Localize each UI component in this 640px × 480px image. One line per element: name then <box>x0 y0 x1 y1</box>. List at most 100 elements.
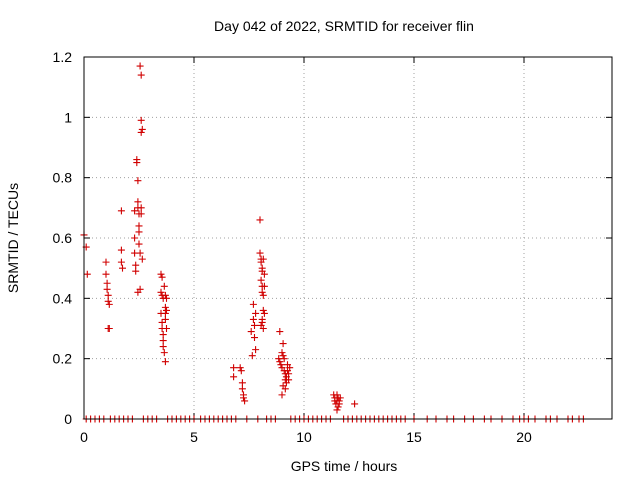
y-tick-label: 0.8 <box>53 170 73 186</box>
tick-labels: 0 0.2 0.4 0.6 0.8 1 1.2 0 5 10 15 20 <box>53 49 532 445</box>
data-point <box>134 177 142 185</box>
y-axis-label: SRMTID / TECUs <box>5 183 21 293</box>
data-point <box>351 400 359 408</box>
y-tick-label: 0.6 <box>53 230 73 246</box>
data-point <box>157 288 165 296</box>
data-point <box>105 325 113 332</box>
data-point <box>238 385 246 393</box>
data-point <box>135 240 143 248</box>
data-point <box>161 358 169 366</box>
data-point <box>138 255 146 263</box>
data-point <box>117 207 125 215</box>
data-point <box>161 291 169 299</box>
data-point <box>135 228 143 236</box>
y-tick-label: 1 <box>64 109 72 125</box>
data-point <box>252 309 260 317</box>
data-point <box>161 315 169 323</box>
data-point <box>335 400 343 408</box>
data-point <box>131 207 139 215</box>
data-point <box>249 300 257 308</box>
data-point <box>237 367 245 375</box>
data-point <box>251 321 258 329</box>
data-point <box>132 261 140 269</box>
data-point <box>256 216 264 224</box>
data-point <box>117 246 125 254</box>
data-point <box>259 291 267 299</box>
data-point <box>103 279 111 287</box>
data-point <box>279 352 287 360</box>
x-tick-label: 5 <box>190 429 198 445</box>
data-point <box>285 370 293 378</box>
data-point <box>117 258 125 266</box>
data-point <box>258 318 266 326</box>
data-point <box>281 385 289 393</box>
data-point <box>257 276 265 284</box>
x-tick-label: 15 <box>406 429 422 445</box>
data-point <box>138 125 146 133</box>
data-point <box>236 364 244 372</box>
data-point <box>240 394 247 402</box>
y-tick-label: 0.4 <box>53 290 73 306</box>
data-point <box>102 270 110 278</box>
chart-title: Day 042 of 2022, SRMTID for receiver fli… <box>214 18 474 34</box>
data-point <box>247 328 255 336</box>
y-tick-label: 0 <box>64 411 72 427</box>
data-point <box>161 303 169 311</box>
data-point <box>278 391 286 399</box>
data-point <box>280 355 288 363</box>
data-point <box>134 288 142 296</box>
data-point <box>278 349 286 357</box>
data-point <box>83 270 91 278</box>
data-point <box>131 234 139 242</box>
data-point <box>159 331 167 339</box>
data-point <box>104 291 112 299</box>
data-point <box>104 297 112 305</box>
data-point <box>102 258 110 266</box>
data-point <box>241 397 249 405</box>
data-point <box>133 159 141 167</box>
data-point <box>103 285 111 293</box>
data-point <box>260 270 268 278</box>
grid <box>84 57 612 419</box>
data-point <box>136 249 144 257</box>
data-point <box>132 267 140 275</box>
data-point <box>251 334 258 342</box>
data-point <box>161 309 169 317</box>
data-point <box>230 373 238 381</box>
data-point <box>248 352 256 360</box>
data-point <box>137 210 145 218</box>
x-tick-label: 20 <box>516 429 532 445</box>
data-point <box>136 62 144 70</box>
data-point <box>137 116 145 124</box>
data-point <box>276 328 284 336</box>
y-tick-label: 1.2 <box>53 49 73 65</box>
data-point <box>119 264 126 272</box>
data-point <box>277 361 285 369</box>
data-point <box>159 343 167 351</box>
data-point <box>259 306 267 314</box>
data-point <box>285 376 293 384</box>
data-point <box>134 198 142 206</box>
data-point <box>257 321 265 329</box>
plot-frame <box>83 56 613 420</box>
data-point <box>137 71 145 79</box>
data-point <box>105 300 113 308</box>
data-point <box>158 273 166 281</box>
data-point <box>249 315 257 323</box>
data-point <box>286 364 294 372</box>
data-point <box>160 282 168 290</box>
y-tick-label: 0.2 <box>53 351 73 367</box>
data-point <box>137 204 145 212</box>
data-point <box>336 394 344 402</box>
x-tick-label: 0 <box>80 429 88 445</box>
data-point <box>259 255 267 263</box>
data-point <box>135 222 143 230</box>
data-point <box>159 337 167 345</box>
data-point <box>276 358 284 366</box>
data-point <box>158 318 166 326</box>
data-point <box>256 249 264 257</box>
data-point <box>252 346 260 354</box>
data-point <box>279 340 287 348</box>
